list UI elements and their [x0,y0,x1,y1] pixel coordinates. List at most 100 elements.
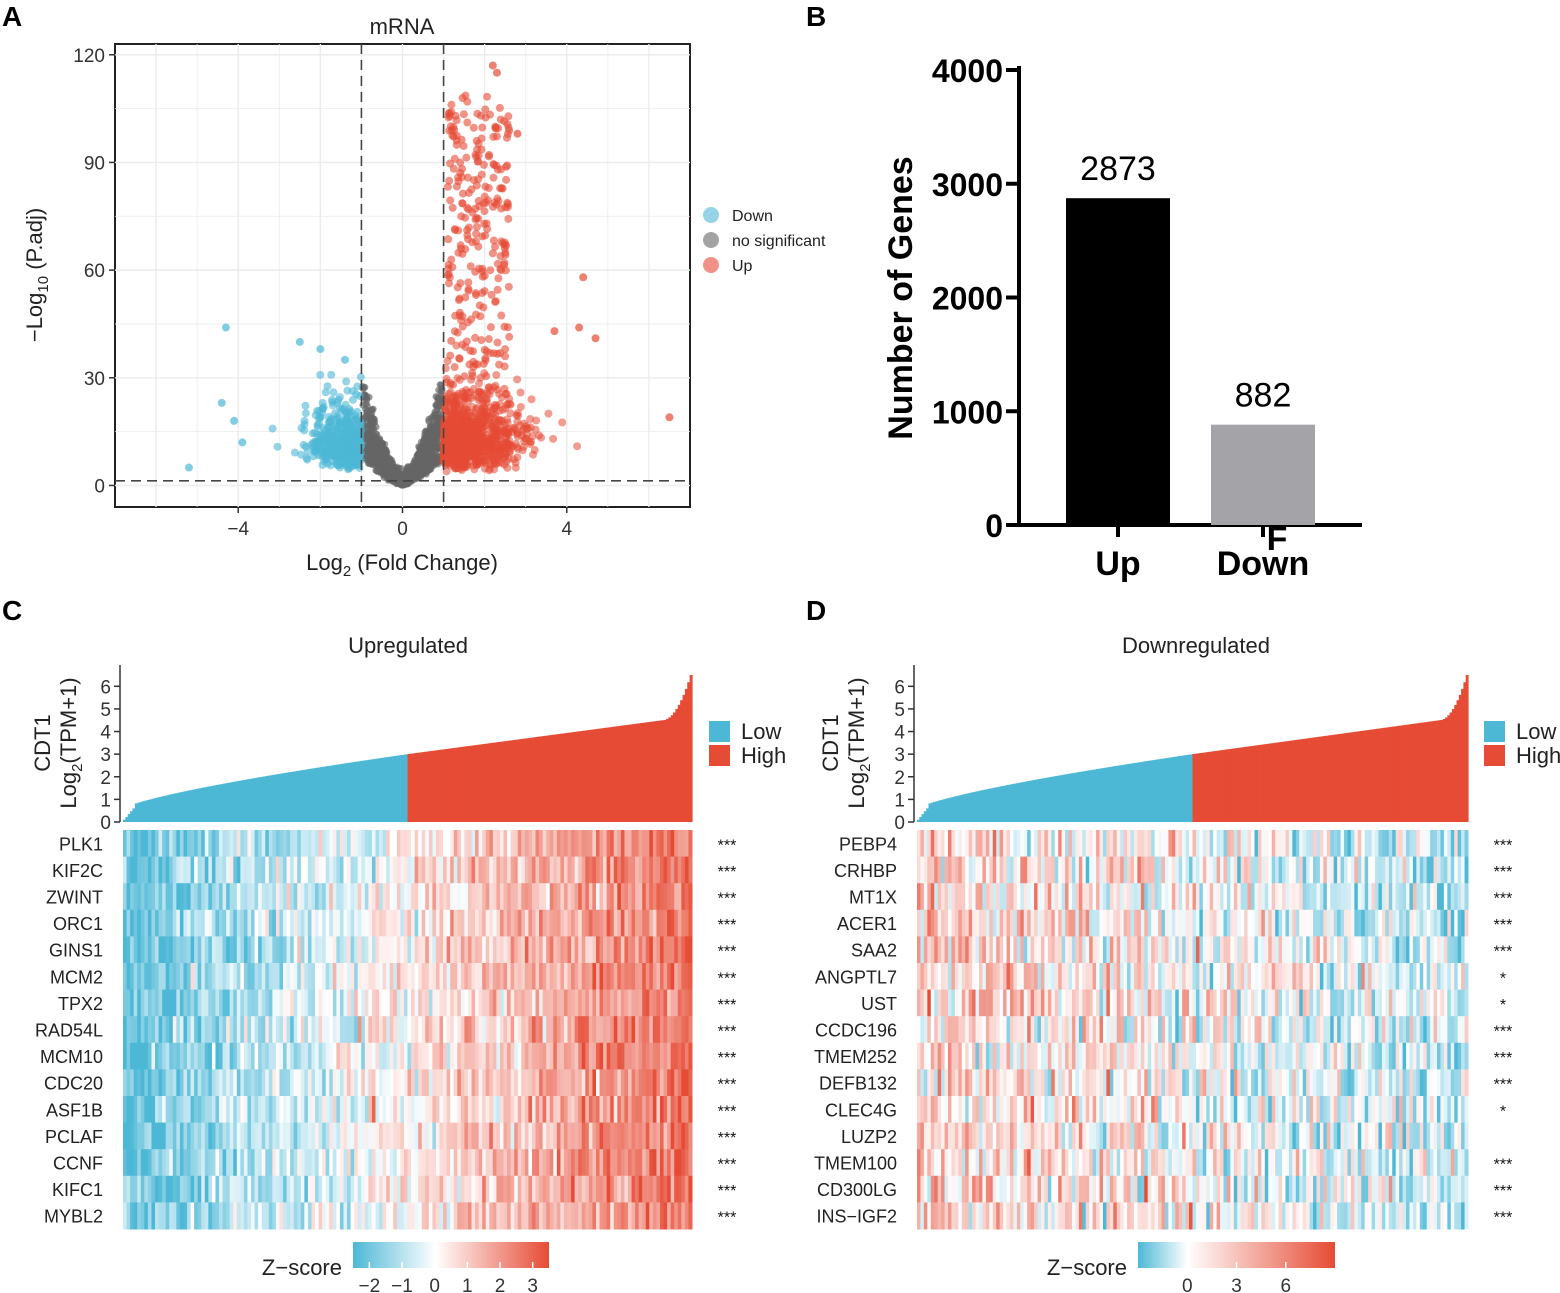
heat-cell [638,1016,643,1044]
point-down [313,406,322,415]
point-up [497,311,506,320]
heat-cell [560,1122,565,1150]
heat-cell [354,1016,359,1044]
heat-cell [624,883,629,911]
heat-cell [354,989,359,1017]
point-no-significant [370,416,378,424]
heat-cell [265,936,270,964]
heat-cell [588,830,593,858]
heat-cell [386,1069,391,1097]
heat-cell [332,936,337,964]
volcano-legend: Down no significant Up [703,207,826,275]
heat-cell [350,1096,355,1124]
heat-cell [165,909,170,937]
heat-cell [190,909,195,937]
heat-cell [635,1016,640,1044]
heat-cell [251,936,256,964]
heat-cell [350,909,355,937]
heat-cell [482,909,487,937]
heat-cell [322,830,327,858]
heat-cell [386,936,391,964]
heat-cell [670,989,675,1017]
heat-cell [592,883,597,911]
heat-cell [471,1069,476,1097]
point-up [482,395,491,404]
heat-cell [251,856,256,884]
heat-cell [531,909,537,937]
heat-cell [325,1016,330,1044]
heat-cell [329,963,334,991]
point-up [447,255,456,264]
heat-cell [147,1149,152,1177]
heat-cell [183,1149,188,1177]
heat-cell [354,1122,359,1150]
heat-cell [343,1069,348,1097]
point-up [488,431,497,440]
heat-cell [553,963,558,991]
heat-cell [610,1122,615,1150]
heat-cell [158,963,163,991]
heat-cell [510,1042,515,1070]
heat-cell [659,883,665,911]
point-no-significant [428,424,436,432]
heat-cell [300,1096,305,1124]
heat-cell [510,1122,515,1150]
heat-cell [357,1122,362,1150]
point-up [493,385,502,394]
heat-cell [382,1149,387,1177]
heat-cell [211,1016,216,1044]
heat-cell [645,830,650,858]
heat-cell [126,1016,131,1044]
heat-cell [226,856,231,884]
heat-cell [649,1096,654,1124]
heat-cell [265,963,270,991]
heat-cell [403,1122,408,1150]
heat-cell [553,936,558,964]
heat-cell [233,963,238,991]
heat-cell [642,1016,647,1044]
heat-cell [140,963,145,991]
heat-cell [670,856,675,884]
point-up [445,399,454,408]
heat-cell [325,963,330,991]
point-down [343,440,352,449]
heat-cell [521,989,526,1017]
heat-cell [219,1042,224,1070]
point-down [314,414,323,423]
heat-cell [460,963,465,991]
heat-cell [496,936,501,964]
heat-cell [307,989,312,1017]
heat-cell [265,1175,270,1203]
heat-cell [236,830,241,858]
heat-cell [507,936,512,964]
gene-label: TPX2 [58,994,103,1014]
heat-cell [414,1042,419,1070]
heat-cell [343,963,348,991]
heat-cell [236,963,241,991]
heat-cell [645,989,650,1017]
heat-cell [638,989,643,1017]
heat-cell [350,963,355,991]
heat-cell [201,989,206,1017]
heat-cell [254,1069,259,1097]
point-no-significant [380,453,388,461]
heat-cell [343,989,348,1017]
heat-cell [606,883,611,911]
heat-cell [588,1149,593,1177]
heat-cell [283,1175,288,1203]
heat-cell [524,883,529,911]
heat-cell [460,1016,465,1044]
heat-cell [667,909,672,937]
heat-cell [443,1122,448,1150]
heat-cell [329,1149,334,1177]
heat-cell [563,1042,569,1070]
heat-cell [254,830,259,858]
heat-cell [243,1149,248,1177]
bar-y-tick-label: 1000 [932,394,1003,430]
heat-cell [190,989,195,1017]
heat-cell [322,909,327,937]
heat-cell [524,856,529,884]
heat-cell [514,830,519,858]
point-up [496,252,505,261]
heat-cell [144,936,149,964]
